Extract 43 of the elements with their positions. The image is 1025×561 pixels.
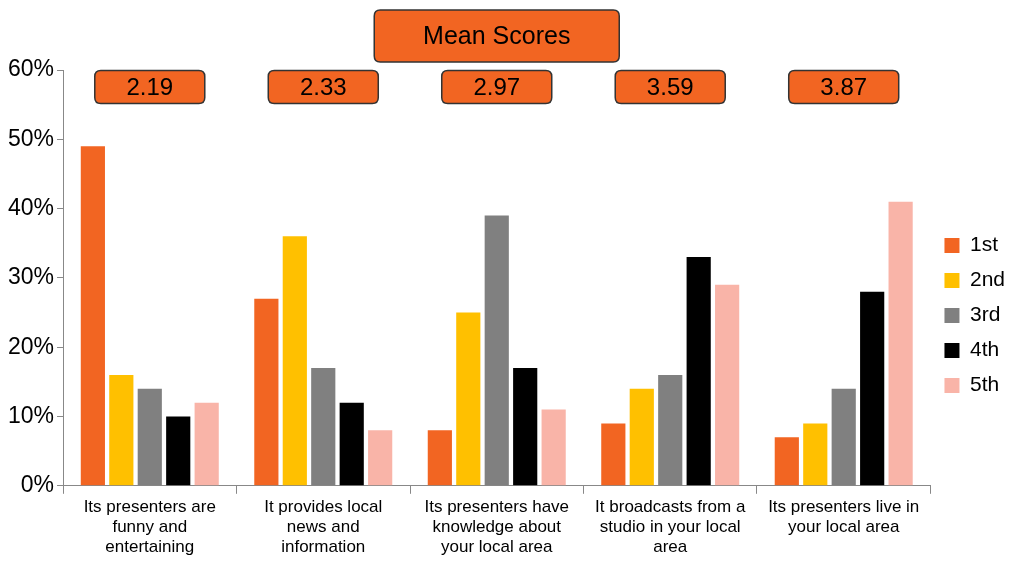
y-tick-label: 60% bbox=[7, 55, 55, 82]
bar bbox=[513, 367, 538, 486]
x-tick-label: Its presenters live in your local area bbox=[768, 496, 920, 537]
legend-label: 2nd bbox=[969, 267, 1006, 291]
y-tick-label: 30% bbox=[7, 263, 55, 290]
bar bbox=[629, 388, 654, 486]
annotation: 3.87 bbox=[820, 72, 868, 100]
bar bbox=[339, 402, 364, 486]
x-tick-label: It provides local news and information bbox=[264, 496, 383, 557]
bar bbox=[254, 298, 279, 486]
y-tick-label: 50% bbox=[7, 124, 55, 151]
y-tick-label: 40% bbox=[7, 193, 55, 220]
y-tick-label: 0% bbox=[20, 471, 55, 498]
annotation: 2.33 bbox=[299, 72, 347, 100]
bar bbox=[803, 423, 828, 486]
x-tick-label: It broadcasts from a studio in your local area bbox=[595, 496, 746, 557]
legend-label: 5th bbox=[969, 372, 1000, 396]
annotation: 3.59 bbox=[646, 72, 694, 100]
y-tick-label: 20% bbox=[7, 332, 55, 359]
legend-label: 4th bbox=[969, 337, 1000, 361]
y-tick-label: 10% bbox=[7, 401, 55, 428]
legend-label: 3rd bbox=[969, 302, 1001, 326]
bar bbox=[427, 430, 452, 486]
bar bbox=[194, 402, 219, 486]
bar bbox=[601, 423, 626, 486]
bar bbox=[456, 312, 481, 486]
annotation: 2.97 bbox=[473, 72, 521, 100]
bar bbox=[774, 437, 799, 486]
x-tick-label: Its presenters have knowledge about your local area bbox=[424, 496, 570, 557]
bar bbox=[541, 409, 566, 486]
x-tick-label: Its presenters are funny and entertaining bbox=[83, 496, 216, 557]
annotation: 2.19 bbox=[126, 72, 174, 100]
bar bbox=[80, 146, 105, 486]
bar bbox=[109, 374, 134, 486]
text: Mean Scores bbox=[423, 20, 571, 49]
bar bbox=[860, 291, 885, 486]
bar bbox=[166, 416, 191, 486]
legend-label: 1st bbox=[969, 232, 999, 256]
bar bbox=[282, 236, 307, 486]
bar bbox=[888, 201, 913, 486]
bar bbox=[368, 430, 393, 486]
bar bbox=[715, 284, 740, 486]
bar bbox=[686, 257, 711, 486]
